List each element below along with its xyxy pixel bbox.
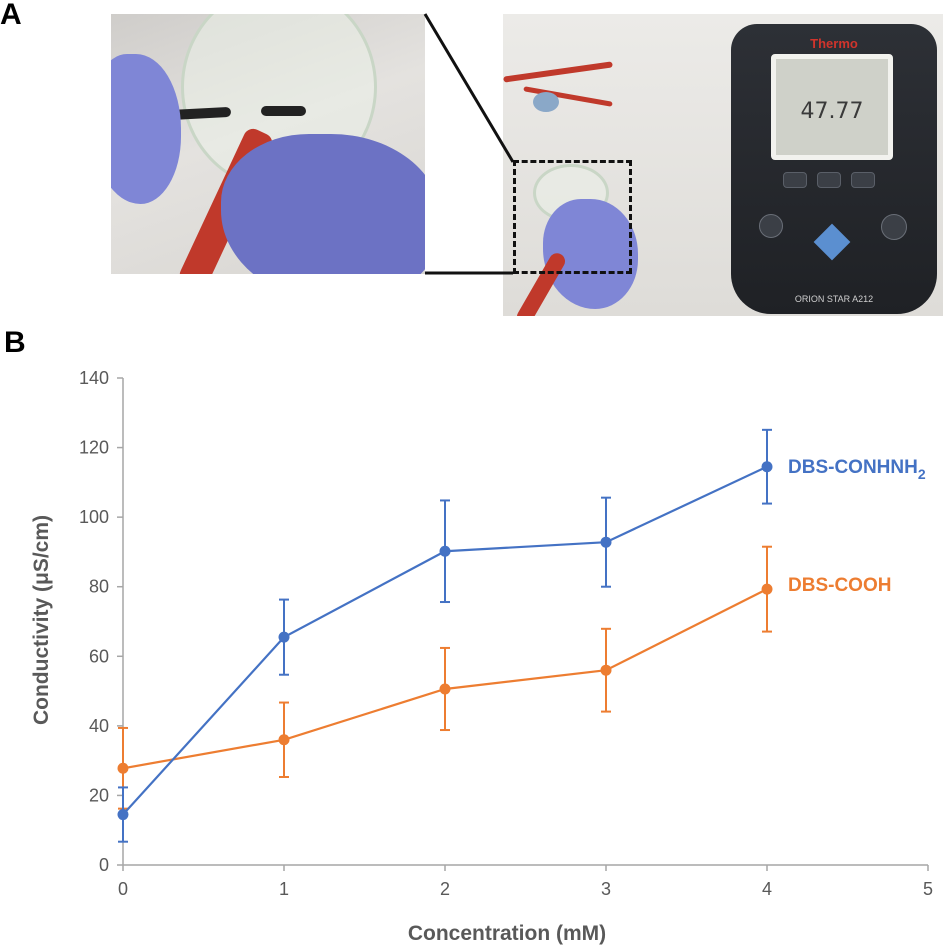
data-point <box>600 536 612 548</box>
series-label-dbs-cooh: DBS-COOH <box>788 575 891 596</box>
chart-axes: 0 20 40 60 80 100 120 140 0 1 2 3 4 5 <box>79 368 933 899</box>
conductivity-meter: Thermo 47.77 ORION STAR A212 <box>731 24 937 314</box>
series-label-dbs-conhnh2: DBS-CONHNH2 <box>788 457 926 482</box>
y-tick-label: 120 <box>79 438 109 458</box>
data-point <box>278 734 290 746</box>
data-point <box>439 683 451 695</box>
meter-screen: 47.77 <box>771 54 893 160</box>
meter-button-f3 <box>851 172 875 188</box>
x-axis-title: Concentration (mM) <box>408 922 606 945</box>
series-0 <box>117 428 773 843</box>
zoomed-photo <box>111 14 425 274</box>
y-tick-label: 20 <box>89 785 109 805</box>
y-tick-label: 60 <box>89 646 109 666</box>
y-tick-label: 0 <box>99 855 109 875</box>
meter-photo: Thermo 47.77 ORION STAR A212 <box>503 14 943 316</box>
data-point <box>117 809 129 821</box>
series-label-subscript: 2 <box>918 466 926 482</box>
glove-left <box>111 54 181 204</box>
chart-series <box>117 428 773 843</box>
meter-button-f1 <box>783 172 807 188</box>
y-axis-title: Conductivity (μS/cm) <box>30 515 53 725</box>
meter-brand: Thermo <box>810 36 858 51</box>
y-tick-label: 40 <box>89 716 109 736</box>
y-tick-label: 140 <box>79 368 109 388</box>
meter-reading: 47.77 <box>800 99 864 124</box>
data-point <box>117 762 129 774</box>
data-point <box>439 545 451 557</box>
meter-button-f2 <box>817 172 841 188</box>
x-tick-label: 1 <box>279 879 289 899</box>
x-tick-label: 5 <box>923 879 933 899</box>
meter-model: ORION STAR A212 <box>794 294 874 304</box>
y-tick-label: 100 <box>79 507 109 527</box>
x-tick-label: 2 <box>440 879 450 899</box>
probe-tip <box>261 106 306 116</box>
y-tick-label: 80 <box>89 577 109 597</box>
x-tick-label: 0 <box>118 879 128 899</box>
power-button <box>759 214 783 238</box>
data-point <box>278 631 290 643</box>
blue-object <box>533 92 559 112</box>
zoom-indicator-box <box>513 160 632 274</box>
x-tick-label: 4 <box>762 879 772 899</box>
glove-right <box>221 134 425 274</box>
panel-a-label: A <box>0 0 22 31</box>
series-label-dbs-conhnh2-text: DBS-CONHNH <box>788 457 918 478</box>
data-point <box>761 461 773 473</box>
panel-b-label: B <box>4 326 26 359</box>
x-tick-label: 3 <box>601 879 611 899</box>
data-point <box>761 583 773 595</box>
zoom-connector-top <box>423 13 515 163</box>
measure-button <box>881 214 907 240</box>
series-1 <box>117 545 773 810</box>
data-point <box>600 664 612 676</box>
